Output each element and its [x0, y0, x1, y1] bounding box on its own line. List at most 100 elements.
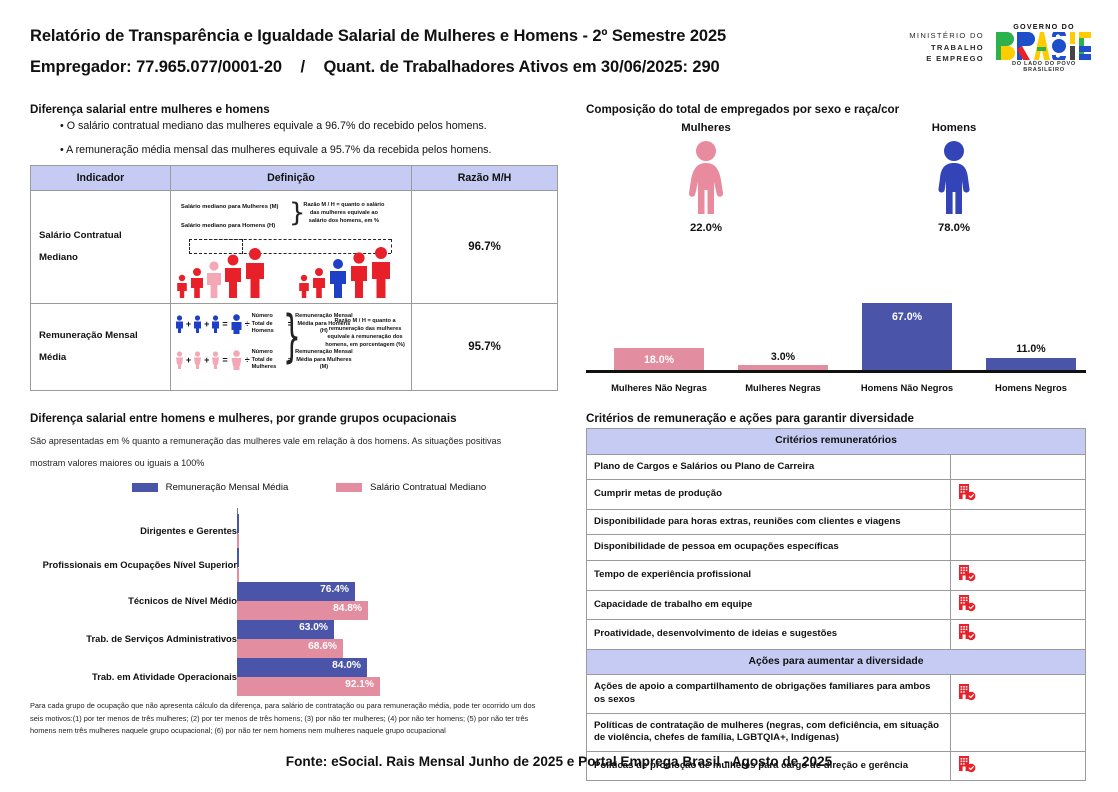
occ-row: Profissionais em Ocupações Nível Superio… — [30, 548, 550, 587]
criteria-mark-cell — [950, 619, 1086, 650]
criteria-table: Critérios remuneratórios Plano de Cargos… — [586, 428, 1086, 782]
occ-row: Trab. de Serviços Administrativos 63.0% … — [30, 620, 550, 658]
plus-sign: + — [204, 319, 210, 330]
table-row: Ações de apoio a compartilhamento de obr… — [586, 674, 1086, 714]
bar-category-2: Homens Não Negros — [860, 382, 954, 393]
occ-bar-blue-1 — [237, 548, 239, 567]
definition-diagram-median: Salário mediano para Mulheres (M) Salári… — [169, 190, 413, 304]
table-row: Políticas de contratação de mulheres (ne… — [586, 712, 1086, 752]
ministry-line-2: TRABALHO — [930, 42, 984, 52]
ratio-value: 96.7% — [411, 190, 558, 304]
chart-axis-line — [586, 370, 1086, 373]
occ-bar-label-pink-2: 84.8% — [333, 603, 362, 614]
brace-icon: } — [288, 198, 306, 228]
criteria-label: Capacidade de trabalho em equipe — [586, 589, 951, 621]
occupational-note-line2: mostram valores maiores ou iguais a 100% — [30, 458, 205, 468]
dashed-line-upper — [188, 239, 391, 240]
men-label: Homens — [931, 122, 977, 134]
bar-mulheres-negras — [738, 365, 828, 370]
criteria-mark-cell — [950, 589, 1086, 621]
women-label: Mulheres — [681, 122, 731, 134]
table-row: Disponibilidade de pessoa em ocupações e… — [586, 534, 1086, 561]
occ-bar-blue-2: 76.4% — [237, 582, 355, 601]
woman-icon-large — [231, 350, 242, 371]
diagram-note: Razão M / H = quanto o salário das mulhe… — [303, 202, 385, 224]
occ-bar-pink-1 — [237, 568, 239, 587]
criteria-mark-cell — [950, 453, 1086, 481]
bar-value-2: 67.0% — [891, 311, 923, 323]
bar-value-1: 3.0% — [770, 351, 796, 363]
man-pictogram-icon — [938, 141, 970, 214]
women-formula-row: + + = ÷ Número Total de Mulheres ≡ Remun… — [175, 349, 353, 372]
criteria-mark-cell — [950, 479, 1086, 510]
occ-bar-label-blue-3: 63.0% — [299, 622, 328, 633]
bar-mulheres-nao-negras — [614, 348, 704, 370]
criteria-label: Plano de Cargos e Salários ou Plano de C… — [586, 453, 951, 481]
occupational-note-line1: São apresentadas em % quanto a remuneraç… — [30, 436, 502, 446]
building-check-icon — [959, 624, 976, 641]
occ-bar-label-blue-2: 76.4% — [320, 584, 349, 595]
bar-homens-negros — [986, 358, 1076, 370]
people-group-left-icon — [177, 248, 264, 298]
race-composition-chart: 18.0% Mulheres Não Negras 3.0% Mulheres … — [586, 250, 1086, 395]
occ-bar-pink-3: 68.6% — [237, 639, 343, 658]
legend-item-salario: Salário Contratual Mediano — [336, 482, 486, 493]
ministry-line-3: E EMPREGO — [926, 54, 984, 63]
divide-sign: ÷ — [244, 319, 250, 330]
indicator-name: Remuneração Mensal Média — [30, 303, 171, 391]
occ-row: Trab. em Atividade Operacionais 84.0% 92… — [30, 658, 550, 696]
occupational-footnote: Para cada grupo de ocupação que não apre… — [30, 701, 536, 736]
diagram-note: Razão M / H = quanto a remuneração das m… — [325, 318, 405, 348]
table-row: Plano de Cargos e Salários ou Plano de C… — [586, 453, 1086, 481]
woman-icon — [194, 351, 202, 370]
criteria-mark-cell — [950, 534, 1086, 561]
building-check-icon — [959, 755, 976, 772]
table-row: Tempo de experiência profissional — [586, 559, 1086, 591]
table-row: Cumprir metas de produção — [586, 479, 1086, 510]
criteria-section2-header: Ações para aumentar a diversidade — [586, 648, 1086, 676]
men-total-label: Número Total de Homens — [251, 313, 274, 335]
gov-top-text: GOVERNO DO — [1013, 22, 1075, 31]
salary-gap-title: Diferença salarial entre mulheres e home… — [30, 103, 270, 116]
indicator-table: Indicador Definição Razão M/H Salário Co… — [30, 165, 558, 391]
man-icon — [194, 315, 202, 334]
building-check-icon — [959, 564, 976, 582]
criteria-label: Cumprir metas de produção — [586, 479, 951, 510]
occ-row: Dirigentes e Gerentes — [30, 514, 550, 553]
occ-category-1: Profissionais em Ocupações Nível Superio… — [42, 559, 237, 570]
brasil-wordmark-icon — [996, 32, 1091, 60]
diagram-label-women: Salário mediano para Mulheres (M) — [180, 204, 279, 210]
men-result-label: Remuneração Mensal Média para Homens (H) — [295, 313, 353, 335]
bullet-item: • O salário contratual mediano das mulhe… — [60, 120, 487, 132]
dashed-line-lower — [188, 253, 391, 254]
criteria-section-header: Ações para aumentar a diversidade — [586, 648, 1086, 676]
occupational-legend: Remuneração Mensal Média Salário Contrat… — [132, 482, 486, 493]
occ-category-2: Técnicos de Nível Médio — [128, 595, 237, 606]
occupational-title: Diferença salarial entre homens e mulher… — [30, 412, 457, 425]
bar-value-0: 18.0% — [643, 354, 675, 366]
plus-sign: + — [204, 355, 210, 366]
table-row: Salário Contratual Mediano Salário media… — [30, 190, 558, 304]
ratio-value: 95.7% — [411, 303, 558, 391]
woman-pictogram-icon — [688, 141, 724, 214]
men-percentage: 78.0% — [937, 222, 971, 234]
legend-swatch-blue — [132, 482, 158, 492]
indicator-name: Salário Contratual Mediano — [30, 190, 171, 304]
table-row: Proatividade, desenvolvimento de ideias … — [586, 619, 1086, 650]
building-check-icon — [959, 594, 976, 611]
man-icon — [175, 315, 183, 334]
criteria-mark-cell — [950, 559, 1086, 591]
employer-label: Empregador: 77.965.077/0001-20 — [30, 58, 282, 76]
women-result-label: Remuneração Mensal Média para Mulheres (… — [295, 349, 353, 371]
occ-bar-label-pink-3: 68.6% — [308, 641, 337, 652]
equals-sign: ≡ — [287, 355, 293, 366]
criteria-mark-cell — [950, 508, 1086, 536]
bullet-item: • A remuneração média mensal das mulhere… — [60, 144, 492, 156]
criteria-label: Proatividade, desenvolvimento de ideias … — [586, 619, 951, 650]
woman-icon — [212, 351, 220, 370]
table-row: Capacidade de trabalho em equipe — [586, 589, 1086, 621]
occupational-bar-chart: Dirigentes e Gerentes Profissionais em O… — [30, 508, 550, 696]
occ-bar-blue-3: 63.0% — [237, 620, 334, 639]
people-group-right-icon — [299, 247, 391, 298]
